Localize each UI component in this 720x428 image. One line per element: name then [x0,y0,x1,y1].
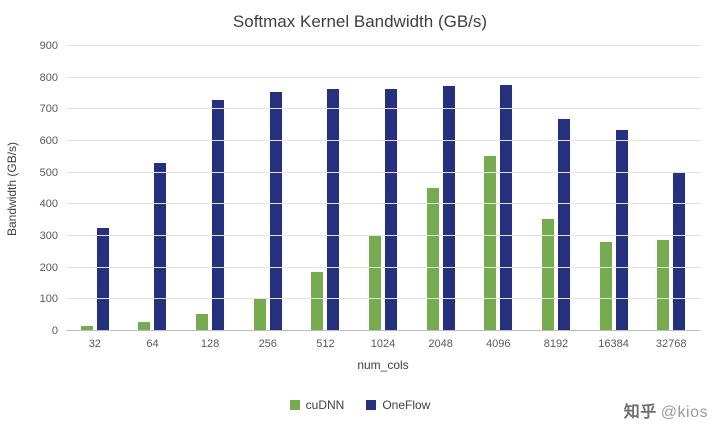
x-tick-label: 128 [200,338,220,350]
bar-group-512: 512 [297,46,355,350]
y-tick-label: 800 [39,71,58,84]
bar-OneFlow-64 [154,163,167,331]
legend: cuDNN OneFlow [0,398,720,412]
gridline [66,330,700,331]
watermark: 知乎 @kios [624,398,708,422]
bar-OneFlow-512 [327,88,340,331]
legend-label: OneFlow [382,398,431,412]
bar-OneFlow-32 [96,228,109,331]
x-tick-label: 8192 [543,338,569,350]
bar-cuDNN-64 [138,322,151,331]
bar-groups: 32 64 128 256 512 1024 2048 4096 8192 16384 32768 [66,46,700,350]
watermark-brand: 知乎 [623,404,657,421]
bar-cuDNN-32 [80,326,93,331]
bar-group-32: 32 [66,46,124,350]
y-tick-label: 200 [39,261,58,274]
bar-OneFlow-4096 [500,84,513,331]
y-tick-label: 300 [39,230,58,242]
legend-item-cuDNN: cuDNN [289,398,345,412]
gridline [66,108,700,110]
x-tick-label: 4096 [486,338,511,350]
gridline [66,266,700,268]
legend-swatch-OneFlow [366,400,377,410]
chart-title: Softmax Kernel Bandwidth (GB/s) [232,12,488,31]
gridline [66,203,700,205]
x-tick-label: 256 [258,338,277,350]
gridline [66,171,700,173]
x-tick-label: 512 [316,338,335,350]
gridline [66,140,700,141]
x-tick-label: 32768 [655,338,687,350]
bar-cuDNN-1024 [369,235,382,331]
bar-cuDNN-8192 [541,218,554,331]
y-tick-label: 700 [39,103,58,116]
gridline [66,76,700,78]
bar-cuDNN-16384 [599,242,612,331]
y-tick-label: 400 [39,198,58,211]
bar-cuDNN-128 [196,313,209,331]
bar-group-2048: 2048 [412,46,470,350]
legend-item-OneFlow: OneFlow [366,398,430,412]
bar-group-16384: 16384 [585,46,643,350]
bar-cuDNN-32768 [657,240,670,331]
bar-group-128: 128 [181,46,239,350]
y-tick-label: 600 [39,135,58,147]
legend-swatch-cuDNN [289,400,300,410]
bar-cuDNN-4096 [484,155,497,331]
gridline [66,45,700,46]
y-tick-label: 100 [39,293,58,306]
x-tick-label: 2048 [428,338,453,350]
gridline [66,235,700,236]
x-tick-label: 16384 [598,338,629,350]
y-tick-label: 0 [51,325,58,337]
bar-group-64: 64 [124,46,182,350]
x-tick-label: 32 [88,338,101,350]
bar-group-256: 256 [239,46,297,350]
x-tick-label: 1024 [370,338,396,350]
gridline [66,298,700,300]
y-axis-title: Bandwidth (GB/s) [5,141,19,236]
bar-OneFlow-2048 [442,85,455,331]
y-tick-label: 900 [39,40,58,52]
bar-group-4096: 4096 [469,46,527,350]
bar-group-8192: 8192 [527,46,585,350]
x-tick-label: 64 [146,338,159,350]
bar-cuDNN-512 [311,272,324,331]
watermark-handle: @kios [660,404,708,421]
y-tick-label: 500 [39,166,58,179]
bar-OneFlow-16384 [615,129,628,331]
bar-OneFlow-32768 [673,172,686,331]
bar-OneFlow-256 [269,91,282,331]
bar-OneFlow-128 [212,99,225,331]
bar-cuDNN-2048 [426,187,439,331]
bar-cuDNN-256 [253,298,266,331]
x-axis-title: num_cols [357,358,409,372]
bar-group-1024: 1024 [354,46,412,350]
legend-label: cuDNN [305,398,345,412]
bar-OneFlow-1024 [385,88,398,331]
plot-area: 32 64 128 256 512 1024 2048 4096 8192 16384 32768 … [40,40,700,350]
bar-group-32768: 32768 [642,46,700,350]
